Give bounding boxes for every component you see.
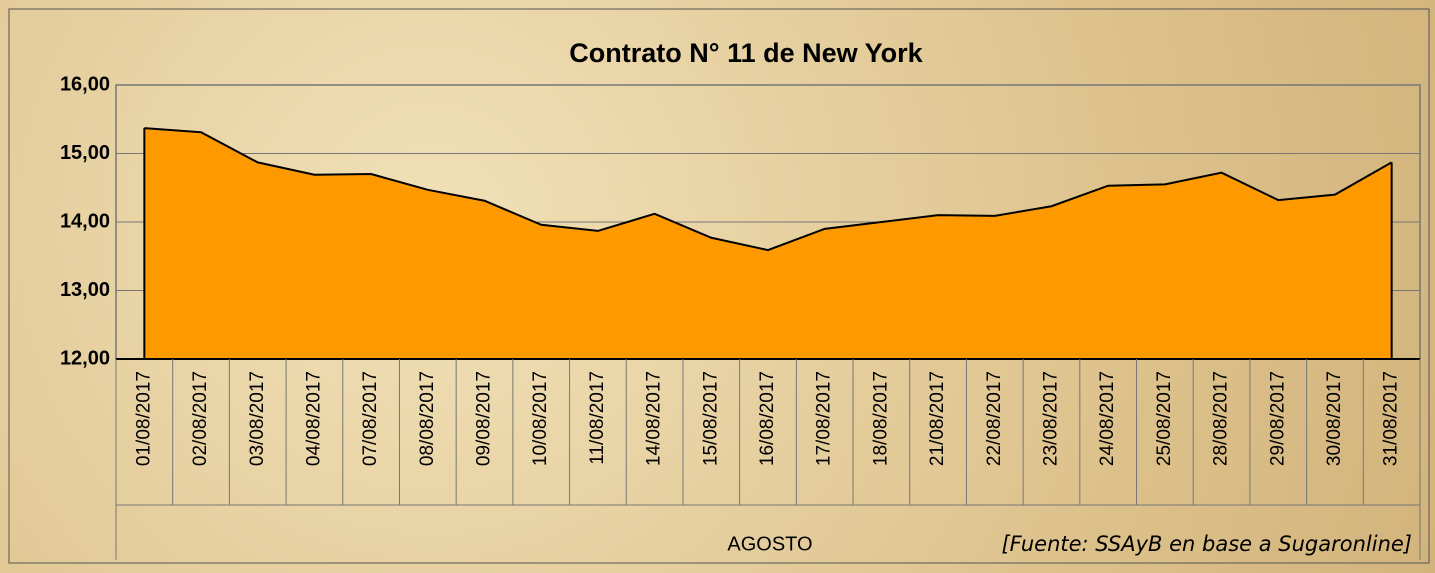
x-tick-label: 14/08/2017 xyxy=(644,371,665,466)
x-tick-label: 15/08/2017 xyxy=(700,371,721,466)
x-tick-label: 28/08/2017 xyxy=(1211,371,1232,466)
x-tick-label: 10/08/2017 xyxy=(530,371,551,466)
area-outline xyxy=(144,127,1393,252)
x-tick-label: 08/08/2017 xyxy=(417,371,438,466)
x-tick-label: 30/08/2017 xyxy=(1324,371,1345,466)
x-tick-label: 21/08/2017 xyxy=(927,371,948,466)
x-tick-label: 17/08/2017 xyxy=(814,371,835,466)
chart-title: Contrato N° 11 de New York xyxy=(569,38,923,68)
x-tick-label: 24/08/2017 xyxy=(1097,371,1118,466)
x-tick-label: 09/08/2017 xyxy=(474,371,495,466)
x-tick-label: 31/08/2017 xyxy=(1381,371,1402,466)
y-tick-label: 13,00 xyxy=(60,279,110,301)
x-tick-label: 01/08/2017 xyxy=(133,371,154,466)
source-note: [Fuente: SSAyB en base a Sugaronline] xyxy=(1001,532,1412,556)
x-tick-label: 02/08/2017 xyxy=(190,371,211,466)
area xyxy=(144,128,1392,359)
x-tick-label: 03/08/2017 xyxy=(247,371,268,466)
x-tick-label: 18/08/2017 xyxy=(870,371,891,466)
y-tick-label: 15,00 xyxy=(60,142,110,164)
y-tick-label: 12,00 xyxy=(60,347,110,369)
x-tick-label: 11/08/2017 xyxy=(587,371,608,465)
x-tick-label: 23/08/2017 xyxy=(1040,371,1061,466)
x-tick-label: 04/08/2017 xyxy=(303,371,324,466)
y-tick-label: 16,00 xyxy=(60,73,110,95)
x-tick-label: 22/08/2017 xyxy=(984,371,1005,466)
x-group-label: AGOSTO xyxy=(727,533,812,555)
x-tick-label: 29/08/2017 xyxy=(1267,371,1288,466)
x-tick-label: 25/08/2017 xyxy=(1154,371,1175,466)
y-tick-label: 14,00 xyxy=(60,210,110,232)
x-tick-label: 07/08/2017 xyxy=(360,371,381,466)
x-tick-label: 16/08/2017 xyxy=(757,371,778,466)
chart-border xyxy=(8,8,1430,564)
